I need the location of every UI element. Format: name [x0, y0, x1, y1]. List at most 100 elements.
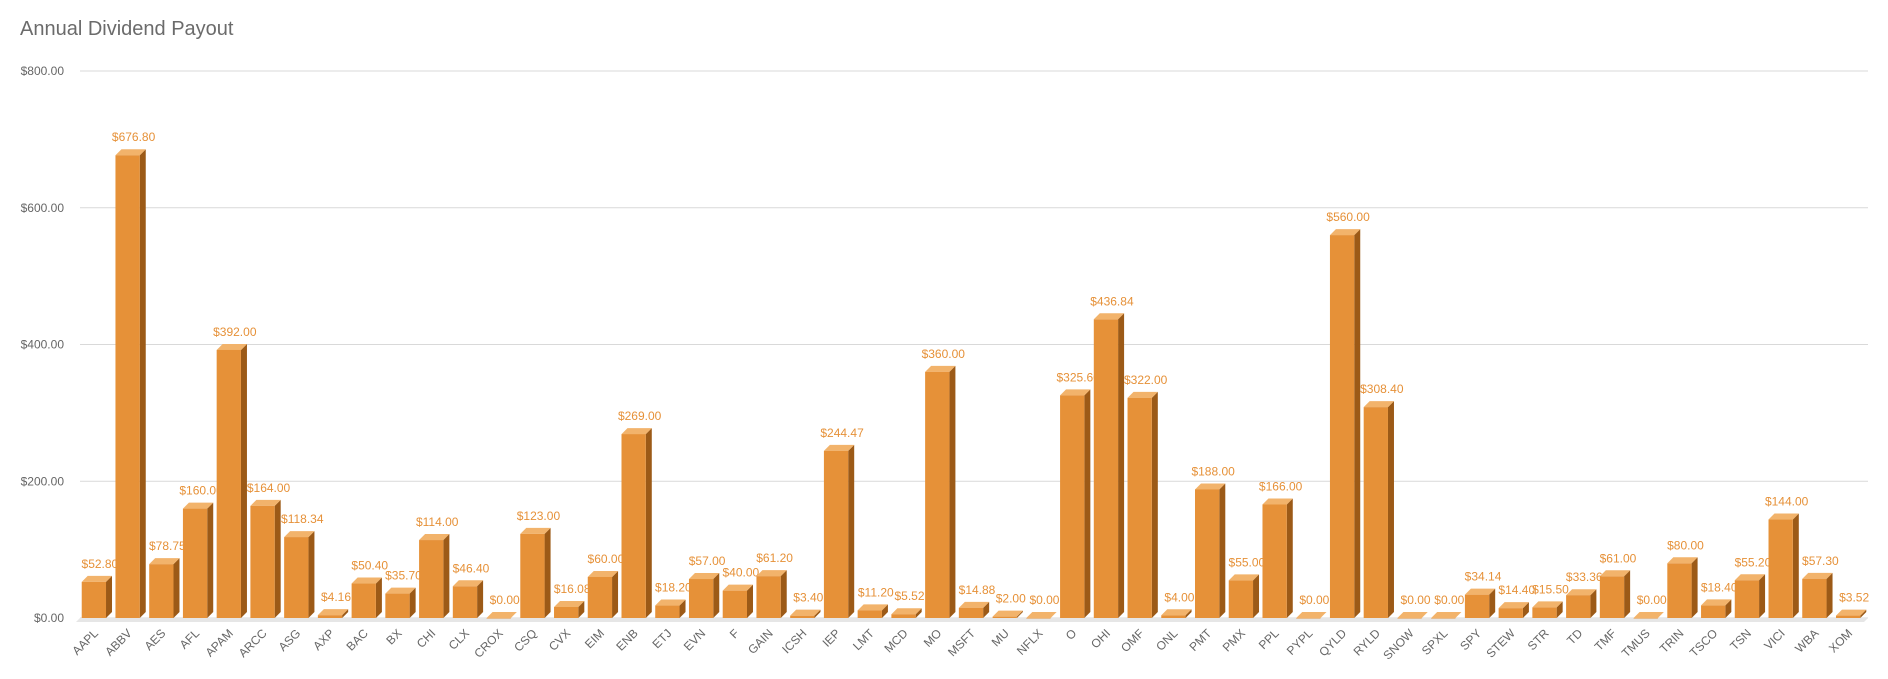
bar-front [1701, 605, 1726, 618]
bar [351, 577, 382, 618]
bar-side [173, 558, 180, 618]
bar-front [1397, 618, 1422, 619]
data-label: $325.60 [1057, 370, 1101, 384]
data-label: $322.00 [1124, 373, 1168, 387]
bar [655, 599, 686, 618]
bar-top [688, 573, 720, 580]
data-label: $0.00 [1299, 593, 1329, 607]
bar-front [284, 537, 309, 618]
bar-front [1161, 615, 1186, 618]
y-tick-label: $600.00 [21, 201, 65, 215]
data-label: $392.00 [213, 325, 257, 339]
bar-side [544, 527, 551, 618]
bar-front [419, 540, 444, 618]
data-label: $118.34 [281, 512, 324, 526]
data-label: $4.00 [1164, 590, 1194, 604]
bar-top [722, 584, 753, 591]
bar-front [149, 564, 174, 618]
data-label: $60.00 [588, 552, 625, 566]
bar-side [1387, 401, 1394, 618]
x-tick-label: GAIN [745, 626, 776, 657]
bar-top [1397, 612, 1428, 618]
bar-top [1802, 572, 1833, 579]
x-tick-label: CSQ [511, 626, 539, 654]
data-label: $78.75 [149, 539, 186, 553]
bar [250, 499, 281, 618]
bar-side [679, 599, 686, 618]
bar-front [1498, 608, 1523, 618]
bar [81, 575, 113, 618]
x-tick-label: AES [142, 626, 169, 653]
bar-front [688, 579, 714, 618]
bar [1701, 599, 1732, 618]
data-label: $360.00 [922, 347, 966, 361]
bar [1768, 513, 1799, 618]
bar-top [1701, 599, 1732, 606]
data-label: $308.40 [1360, 382, 1404, 396]
x-tick-label: ARCC [236, 626, 270, 660]
x-tick-label: BAC [344, 626, 372, 654]
bar-side [375, 577, 382, 618]
data-label: $52.80 [82, 557, 119, 571]
bar-front [958, 607, 984, 618]
x-tick-label: ABBV [102, 626, 135, 659]
y-tick-label: $800.00 [21, 64, 65, 78]
x-tick-label: TSCO [1687, 626, 1720, 659]
data-label: $46.40 [453, 561, 490, 575]
bar [486, 612, 517, 619]
bar [621, 428, 652, 618]
bar-side [1691, 557, 1698, 618]
x-tick-label: VICI [1761, 626, 1787, 652]
bar-top [1532, 601, 1563, 608]
bar-front [1599, 576, 1625, 618]
bar-side [983, 601, 990, 618]
bar-front [486, 618, 511, 619]
bar-top [351, 577, 382, 584]
bar [1161, 609, 1192, 618]
data-label: $4.16 [321, 590, 351, 604]
bar-front [250, 505, 275, 618]
data-label: $436.84 [1090, 294, 1134, 308]
bar [1835, 609, 1867, 618]
bar-top [925, 365, 956, 372]
bar [992, 610, 1023, 618]
data-label: $16.08 [554, 582, 591, 596]
bar-top [1228, 574, 1260, 581]
data-label: $33.36 [1566, 570, 1603, 584]
bar-side [342, 609, 349, 618]
bar-side [1253, 574, 1260, 618]
bar [1734, 574, 1766, 618]
x-tick-label: STEW [1483, 626, 1518, 661]
bar-side [240, 343, 247, 618]
bar-front [756, 576, 781, 618]
bar-top [655, 599, 686, 606]
bar-top [486, 612, 517, 618]
bar-front [823, 450, 849, 618]
data-label: $0.00 [490, 593, 520, 607]
bar-front [452, 586, 478, 618]
x-tick-label: PYPL [1284, 626, 1316, 658]
bar [1093, 313, 1125, 618]
bar-side [1118, 313, 1125, 618]
data-label: $244.47 [820, 426, 864, 440]
bar-top [1498, 602, 1529, 609]
x-tick-label: SPY [1457, 626, 1484, 653]
data-label: $18.40 [1701, 580, 1738, 594]
bar-top [115, 149, 146, 156]
bar-top [1464, 588, 1496, 595]
bar [284, 531, 315, 618]
x-tick-label: MSFT [945, 626, 978, 659]
bar-side [645, 428, 652, 618]
bar-front [790, 615, 815, 618]
x-tick-label: WBA [1792, 626, 1821, 655]
bar [216, 343, 247, 618]
bar [587, 570, 619, 618]
bar-top [587, 570, 619, 577]
bar-top [1026, 612, 1057, 618]
x-tick-label: OHI [1088, 626, 1113, 651]
bar-side [780, 570, 787, 618]
data-label: $3.52 [1839, 591, 1869, 605]
bar-top [554, 601, 585, 608]
bar-front [1734, 580, 1760, 618]
data-label: $164.00 [247, 481, 291, 495]
